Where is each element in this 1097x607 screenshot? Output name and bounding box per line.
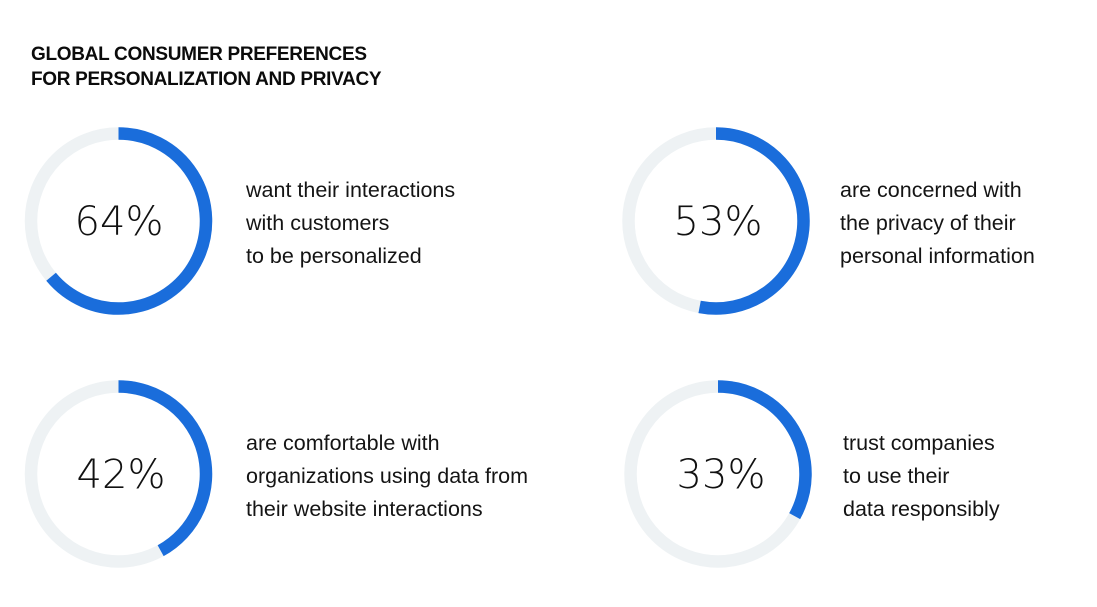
donut-3: 42%	[24, 380, 213, 568]
donut-4: 33%	[624, 380, 812, 568]
chart-title-line-1: GLOBAL CONSUMER PREFERENCES	[31, 44, 367, 65]
donut-1-value-label: 64%	[75, 199, 164, 245]
description-line: organizations using data from	[246, 464, 529, 488]
donut-4-value-label: 33%	[677, 452, 766, 498]
chart-title-line-2: FOR PERSONALIZATION AND PRIVACY	[31, 69, 382, 90]
description-line: to use their	[843, 464, 950, 488]
description-line: their website interactions	[246, 497, 483, 521]
description-line: trust companies	[843, 431, 995, 455]
donut-3-arc	[118, 380, 213, 557]
description-line: personal information	[840, 244, 1035, 268]
donut-4-arc	[717, 380, 812, 520]
description-line: with customers	[246, 211, 390, 235]
description-line: are concerned with	[840, 178, 1022, 202]
chart-title: GLOBAL CONSUMER PREFERENCES FOR PERSONAL…	[31, 42, 382, 92]
description-line: to be personalized	[246, 244, 422, 268]
description-line: want their interactions	[246, 178, 456, 202]
description-line: data responsibly	[843, 497, 1000, 521]
donut-1: 64%	[24, 127, 213, 315]
donut-2: 53%	[622, 127, 810, 315]
description-line: the privacy of their	[840, 211, 1016, 235]
donut-2-arc	[698, 127, 810, 315]
donut-1-arc	[46, 127, 213, 315]
donut-1-description: want their interactions with customers t…	[246, 174, 455, 273]
donut-4-description: trust companies to use their data respon…	[843, 427, 1000, 526]
donut-2-value-label: 53%	[674, 199, 763, 245]
donut-3-description: are comfortable with organizations using…	[246, 427, 528, 526]
description-line: are comfortable with	[246, 431, 440, 455]
donut-2-description: are concerned with the privacy of their …	[840, 174, 1035, 273]
donut-3-value-label: 42%	[77, 452, 166, 498]
